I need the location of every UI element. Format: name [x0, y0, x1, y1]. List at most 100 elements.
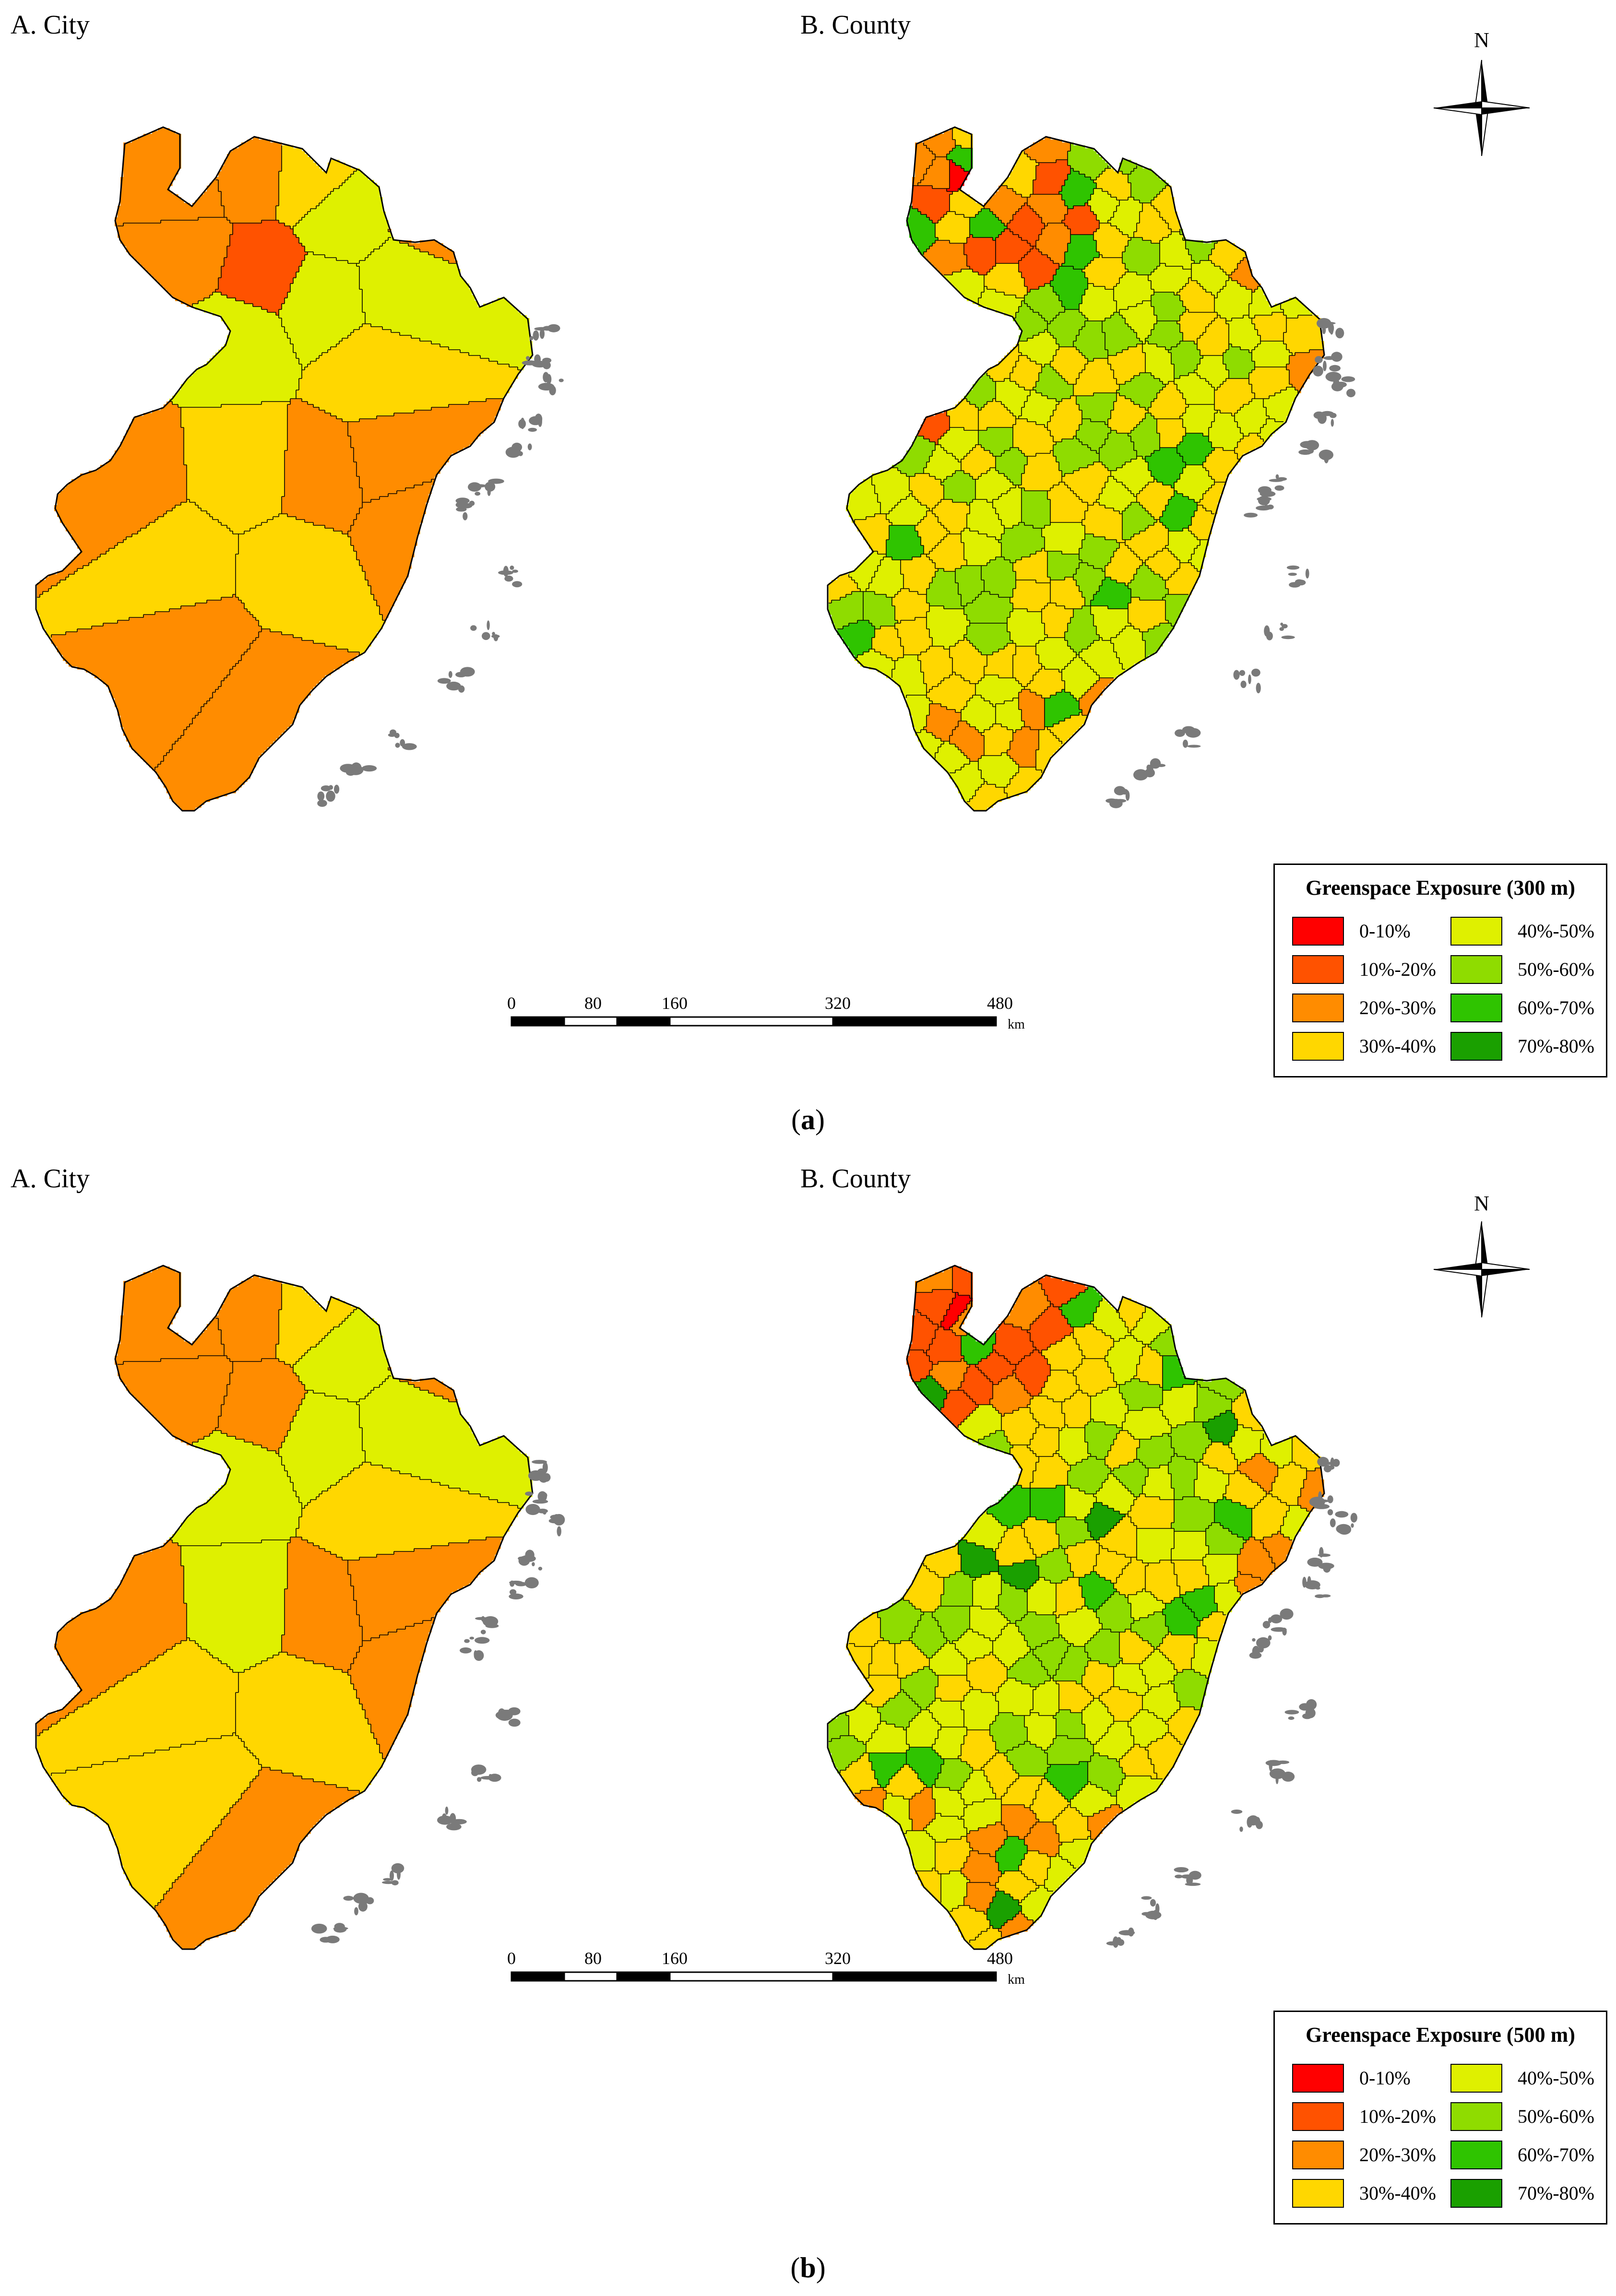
map-region	[1283, 315, 1324, 356]
map-region	[1039, 1275, 1088, 1307]
legend-swatch	[1292, 2102, 1344, 2131]
island	[1335, 1511, 1349, 1518]
map-region	[1004, 1741, 1051, 1776]
island	[1258, 496, 1270, 506]
island	[446, 681, 461, 691]
legend-label: 30%-40%	[1359, 2182, 1436, 2204]
map-region	[1024, 284, 1065, 324]
map-region	[1085, 1419, 1123, 1460]
island	[1252, 1645, 1260, 1657]
map-region	[279, 252, 366, 370]
map-region	[1171, 1669, 1209, 1710]
map-region	[1019, 330, 1059, 367]
map-region	[1019, 450, 1062, 491]
city-map	[35, 1265, 565, 1950]
map-region	[1036, 727, 1062, 773]
island	[1331, 419, 1334, 427]
map-region	[296, 1462, 521, 1561]
island	[1125, 790, 1130, 801]
map-region	[1001, 151, 1039, 198]
scale-bar-segment	[563, 1016, 618, 1027]
map-region	[1024, 1713, 1057, 1751]
map-region	[993, 485, 1022, 529]
map-region	[829, 1736, 867, 1774]
island	[469, 500, 475, 506]
map-region	[1016, 1612, 1059, 1650]
map-region	[1062, 1390, 1091, 1428]
map-region	[1022, 1517, 1059, 1558]
map-region	[1229, 258, 1261, 293]
island	[1252, 1638, 1256, 1642]
county-map-label: B. County	[800, 1164, 911, 1194]
map-region	[1042, 603, 1074, 638]
island	[1330, 1457, 1335, 1469]
island	[1117, 1939, 1125, 1946]
map-region	[1131, 1307, 1172, 1345]
map-region	[978, 753, 1019, 788]
map-region	[886, 494, 930, 526]
island	[508, 1718, 521, 1727]
island	[463, 512, 468, 521]
island	[1270, 1614, 1283, 1623]
map-region	[981, 557, 1016, 598]
map-region	[1050, 266, 1088, 310]
map-region	[1024, 1822, 1062, 1857]
island	[1330, 1518, 1336, 1527]
map-region	[1203, 448, 1241, 483]
panel-caption: (a)	[791, 1104, 825, 1136]
map-region	[388, 229, 458, 264]
map-region	[1013, 646, 1042, 687]
island	[362, 765, 377, 772]
map-region	[1171, 1497, 1215, 1532]
island	[1128, 1928, 1134, 1937]
map-region	[967, 781, 1008, 811]
map-region	[1079, 1572, 1117, 1612]
map-region	[1128, 597, 1169, 632]
island	[1150, 1899, 1156, 1907]
island	[1337, 1525, 1351, 1535]
map-region	[1119, 301, 1157, 344]
island	[474, 1650, 484, 1661]
map-region	[1059, 168, 1097, 209]
island	[1284, 1710, 1299, 1715]
island	[326, 790, 335, 802]
island	[525, 1491, 533, 1496]
island	[542, 1462, 548, 1473]
island	[520, 417, 525, 429]
panel-a-maps	[35, 59, 1530, 1027]
island	[526, 356, 530, 360]
island	[1231, 1810, 1243, 1814]
map-region	[1030, 1485, 1065, 1523]
map-region	[1177, 278, 1215, 313]
map-region	[1085, 1629, 1123, 1667]
map-region	[984, 643, 1016, 678]
map-region	[964, 373, 996, 411]
scale-unit: km	[1008, 1972, 1025, 1987]
legend-label: 50%-60%	[1518, 2106, 1594, 2127]
island	[1114, 786, 1126, 795]
map-region	[1145, 1560, 1180, 1604]
map-region	[1056, 1681, 1094, 1713]
map-region	[990, 1713, 1028, 1753]
map-region	[935, 1675, 973, 1702]
map-region	[892, 589, 930, 624]
north-arrow-shape	[1481, 1262, 1530, 1270]
island	[391, 1863, 404, 1873]
island	[1275, 1774, 1279, 1784]
map-region	[1223, 1471, 1267, 1509]
map-region	[840, 1753, 881, 1794]
island	[1330, 325, 1334, 335]
island	[471, 484, 487, 488]
map-region	[1030, 1454, 1071, 1489]
map-region	[1235, 399, 1270, 437]
island	[1324, 453, 1329, 463]
legend-label: 10%-20%	[1359, 959, 1436, 980]
map-region	[1001, 1776, 1045, 1808]
island	[320, 1937, 332, 1943]
map-region	[998, 1560, 1039, 1592]
island	[480, 1630, 486, 1634]
island	[1288, 1716, 1295, 1720]
map-region	[1128, 1710, 1169, 1748]
island	[1258, 486, 1271, 495]
scale-tick-0: 0	[507, 994, 516, 1013]
